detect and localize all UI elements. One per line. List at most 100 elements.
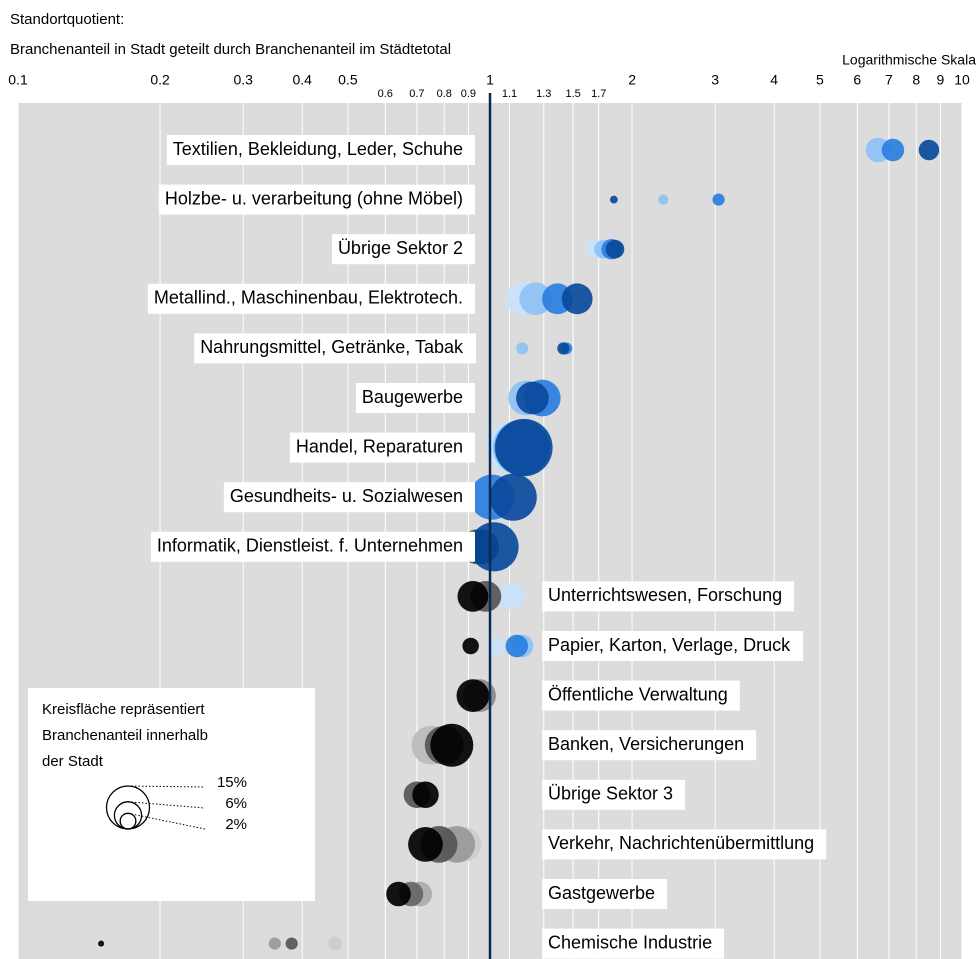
scale-note: Logarithmische Skala [842, 52, 976, 68]
row-label-box [223, 482, 475, 513]
row-label-box [542, 581, 795, 612]
row-label-box [331, 234, 475, 265]
row-label: Holzbe- u. verarbeitung (ohne Möbel) [165, 188, 463, 208]
row-label-group: Nahrungsmittel, Getränke, Tabak [194, 333, 476, 364]
row-label-box [289, 432, 475, 463]
legend-text: Kreisfläche repräsentiert [42, 701, 205, 718]
bubble [505, 634, 529, 658]
row-label-group: Informatik, Dienstleist. f. Unternehmen [150, 531, 475, 562]
row-label-group: Gastgewerbe [542, 879, 668, 909]
row-label: Verkehr, Nachrichtenübermittlung [548, 833, 814, 853]
row-label-group: Handel, Reparaturen [289, 432, 475, 463]
x-tick-label: 0.2 [150, 72, 170, 88]
row-label: Chemische Industrie [548, 932, 712, 952]
legend-circle [119, 812, 137, 830]
row-label-group: Metallind., Maschinenbau, Elektrotech. [147, 283, 475, 314]
bubble [456, 679, 490, 712]
chart-subtitle: Branchenanteil in Stadt geteilt durch Br… [10, 41, 451, 58]
bubble [386, 881, 411, 907]
row-label-box [542, 779, 686, 810]
row-label-box [166, 135, 475, 165]
legend-text: der Stadt [42, 753, 104, 770]
bubble [498, 583, 525, 610]
bubble [328, 936, 343, 951]
row-label-group: Übrige Sektor 3 [542, 779, 686, 810]
bubble [469, 522, 519, 572]
legend-box [28, 688, 315, 901]
bubble [609, 195, 618, 204]
row-label-box [542, 631, 804, 661]
row-label-group: Öffentliche Verwaltung [542, 680, 740, 711]
bubble [561, 283, 593, 315]
x-tick-label: 0.9 [461, 88, 476, 100]
row-label: Nahrungsmittel, Getränke, Tabak [200, 337, 464, 357]
row-label-box [194, 333, 476, 364]
row-label-group: Banken, Versicherungen [542, 730, 757, 761]
row-label-group: Chemische Industrie [542, 928, 725, 959]
legend-leader [127, 801, 206, 809]
bubble [412, 781, 439, 809]
bubble [881, 138, 905, 162]
x-tick-label: 1 [486, 72, 494, 88]
x-tick-label: 3 [711, 72, 719, 88]
bubble [516, 342, 529, 355]
bubble [268, 937, 281, 950]
bubble [605, 239, 625, 259]
bubble [430, 723, 474, 767]
row-label: Übrige Sektor 2 [338, 238, 463, 258]
x-tick-label: 9 [937, 72, 945, 88]
row-label: Handel, Reparaturen [296, 436, 463, 456]
row-label: Textilien, Bekleidung, Leder, Schuhe [173, 139, 463, 159]
row-label-group: Baugewerbe [355, 383, 475, 413]
bubble [918, 139, 940, 161]
bubble [98, 940, 105, 947]
legend-size-label: 6% [225, 795, 247, 812]
legend-leader [127, 785, 206, 788]
x-tick-label: 0.3 [233, 72, 253, 88]
bubble [457, 580, 489, 612]
x-tick-label: 0.1 [8, 72, 28, 88]
x-tick-label: 0.7 [409, 88, 424, 100]
row-label-group: Gesundheits- u. Sozialwesen [223, 482, 475, 513]
x-tick-label: 0.8 [437, 88, 452, 100]
row-label-group: Textilien, Bekleidung, Leder, Schuhe [166, 135, 475, 165]
row-label: Banken, Versicherungen [548, 734, 744, 754]
row-label-group: Übrige Sektor 2 [331, 234, 475, 265]
x-tick-label: 2 [628, 72, 636, 88]
row-label-box [150, 531, 475, 562]
x-tick-label: 1.5 [565, 88, 580, 100]
bubble [408, 827, 443, 862]
row-label-box [147, 283, 475, 314]
row-label-box [542, 829, 827, 860]
bubble [658, 194, 669, 205]
bubble [489, 473, 537, 521]
chart-title: Standortquotient: [10, 11, 124, 28]
legend-text: Branchenanteil innerhalb [42, 727, 208, 744]
x-tick-label: 8 [912, 72, 920, 88]
bubble [486, 636, 506, 656]
row-label-box [542, 680, 740, 711]
row-label-group: Papier, Karton, Verlage, Druck [542, 631, 804, 661]
row-label-box [542, 730, 757, 761]
x-tick-label: 7 [885, 72, 893, 88]
row-label: Öffentliche Verwaltung [548, 684, 728, 704]
row-label-group: Holzbe- u. verarbeitung (ohne Möbel) [158, 184, 475, 215]
x-tick-label: 1.7 [591, 88, 606, 100]
x-tick-label: 0.4 [292, 72, 312, 88]
row-label: Gastgewerbe [548, 883, 655, 903]
legend-size-label: 15% [217, 774, 247, 791]
row-label-box [158, 184, 475, 215]
bubble [285, 937, 298, 950]
x-tick-label: 10 [954, 72, 970, 88]
bubble [516, 381, 549, 415]
row-label: Unterrichtswesen, Forschung [548, 585, 782, 605]
bubble [712, 193, 725, 206]
x-tick-label: 4 [770, 72, 778, 88]
row-label-group: Unterrichtswesen, Forschung [542, 581, 795, 612]
bubble [495, 418, 553, 477]
x-tick-label: 1.3 [536, 88, 551, 100]
x-tick-label: 0.5 [338, 72, 358, 88]
row-label-box [542, 928, 725, 959]
